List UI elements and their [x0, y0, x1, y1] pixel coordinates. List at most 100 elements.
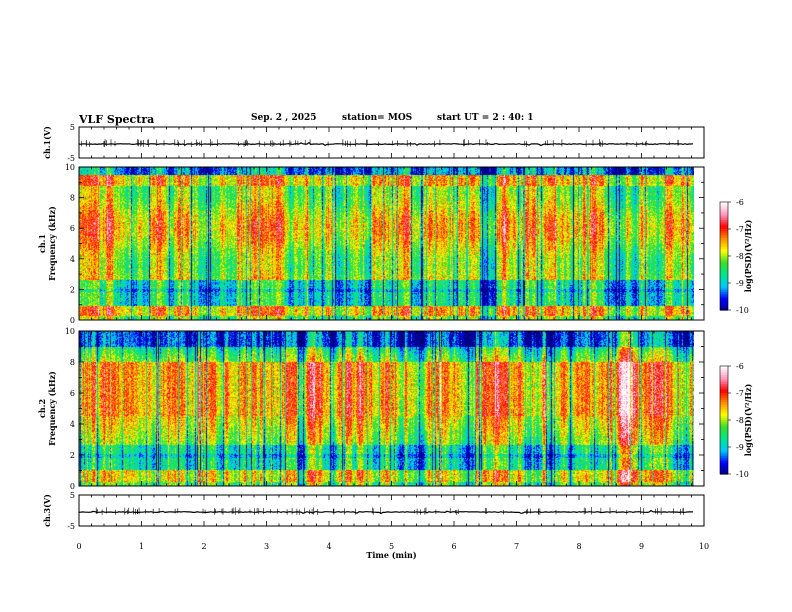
colorbar-swatch — [720, 236, 728, 239]
colorbar-swatch — [720, 423, 728, 426]
colorbar-swatch — [720, 411, 728, 414]
colorbar-swatch — [720, 380, 728, 383]
colorbar-swatch — [720, 378, 728, 381]
y-tick-label: 10 — [65, 163, 75, 172]
colorbar-swatch — [720, 203, 728, 207]
colorbar-swatch — [720, 459, 728, 462]
colorbar-swatch — [720, 247, 728, 250]
colorbar-swatch — [720, 234, 728, 237]
ch1-spectrogram-image — [79, 167, 694, 320]
y-tick-label: 0 — [70, 482, 75, 491]
colorbar-swatch — [720, 277, 728, 280]
y-tick-label: 6 — [70, 224, 75, 233]
colorbar-swatch — [720, 268, 728, 271]
x-tick-label: 9 — [639, 542, 644, 551]
colorbar-swatch — [720, 205, 728, 208]
colorbar-tick-label: -6 — [736, 198, 744, 207]
colorbar-swatch — [720, 288, 728, 291]
y-tick-label: 4 — [70, 255, 75, 264]
colorbar-swatch — [720, 434, 728, 437]
y-tick-label: 10 — [65, 327, 75, 336]
ch1-waveform-trace — [78, 141, 694, 147]
colorbar-swatch — [720, 457, 728, 461]
colorbar-swatch — [720, 420, 728, 423]
colorbar-label: log(PSD)(V²/Hz) — [743, 384, 753, 457]
colorbar-swatch — [720, 223, 728, 226]
colorbar-swatch — [720, 366, 728, 369]
colorbar-swatch — [720, 243, 728, 246]
colorbar-swatch — [720, 284, 728, 288]
colorbar-tick-label: -10 — [736, 470, 749, 479]
colorbar-swatch — [720, 266, 728, 270]
colorbar-swatch — [720, 409, 728, 412]
colorbar-tick-label: -8 — [736, 416, 744, 425]
colorbar-swatch — [720, 292, 728, 295]
colorbar-swatch — [720, 472, 728, 475]
x-tick-label: 7 — [514, 542, 519, 551]
start-ut-label: start UT = 2 : 40: 1 — [437, 113, 534, 123]
colorbar-swatch — [720, 382, 728, 385]
y-tick-label: 8 — [70, 194, 75, 203]
x-tick-label: 6 — [451, 542, 456, 551]
colorbar-swatch — [720, 263, 728, 266]
colorbar-swatch — [720, 286, 728, 289]
x-tick-label: 1 — [139, 542, 144, 551]
colorbar-tick-label: -10 — [736, 306, 749, 315]
colorbar-swatch — [720, 270, 728, 273]
colorbar-swatch — [720, 463, 728, 466]
colorbar-swatch — [720, 416, 728, 419]
colorbar-swatch — [720, 283, 728, 286]
colorbar-tick-label: -8 — [736, 252, 744, 261]
colorbar-swatch — [720, 214, 728, 217]
colorbar-swatch — [720, 389, 728, 392]
colorbar-swatch — [720, 302, 728, 306]
y-axis-label: ch.1 — [37, 234, 47, 253]
chart-title: VLF Spectra — [79, 113, 155, 126]
colorbar-tick-label: -7 — [736, 389, 744, 398]
colorbar-swatch — [720, 412, 728, 416]
colorbar-swatch — [720, 427, 728, 430]
colorbar-swatch — [720, 259, 728, 262]
colorbar-tick-label: -9 — [736, 443, 744, 452]
x-tick-label: 4 — [326, 542, 331, 551]
colorbar-swatch — [720, 402, 728, 405]
colorbar-swatch — [720, 308, 728, 311]
colorbar-swatch — [720, 418, 728, 421]
colorbar-swatch — [720, 248, 728, 252]
colorbar-swatch — [720, 209, 728, 212]
colorbar-swatch — [720, 436, 728, 439]
y-axis-label: ch.1(V) — [42, 126, 52, 159]
colorbar-swatch — [720, 221, 728, 225]
colorbar-swatch — [720, 456, 728, 459]
colorbar-swatch — [720, 425, 728, 428]
colorbar-swatch — [720, 239, 728, 243]
x-tick-label: 0 — [76, 542, 81, 551]
colorbar-tick-label: -7 — [736, 225, 744, 234]
colorbar-swatch — [720, 385, 728, 389]
colorbar-swatch — [720, 297, 728, 300]
colorbar-swatch — [720, 447, 728, 450]
colorbar-swatch — [720, 218, 728, 221]
colorbar-swatch — [720, 274, 728, 277]
y-tick-label: 4 — [70, 420, 75, 429]
colorbar-swatch — [720, 466, 728, 470]
colorbar-tick-label: -6 — [736, 362, 744, 371]
colorbar-swatch — [720, 245, 728, 248]
colorbar-swatch — [720, 373, 728, 376]
colorbar-swatch — [720, 405, 728, 408]
y-axis-label: Frequency (kHz) — [47, 371, 57, 446]
colorbar-swatch — [720, 396, 728, 399]
y-axis-label: ch.3(V) — [42, 494, 52, 527]
colorbar-swatch — [720, 384, 728, 387]
x-tick-label: 8 — [576, 542, 581, 551]
y-tick-label: 2 — [70, 451, 75, 460]
colorbar-swatch — [720, 220, 728, 223]
colorbar-swatch — [720, 252, 728, 255]
colorbar-swatch — [720, 290, 728, 293]
y-axis-label: Frequency (kHz) — [47, 206, 57, 281]
colorbar-swatch — [720, 232, 728, 235]
colorbar-swatch — [720, 256, 728, 259]
colorbar-swatch — [720, 387, 728, 390]
colorbar-swatch — [720, 376, 728, 380]
colorbar-swatch — [720, 443, 728, 446]
